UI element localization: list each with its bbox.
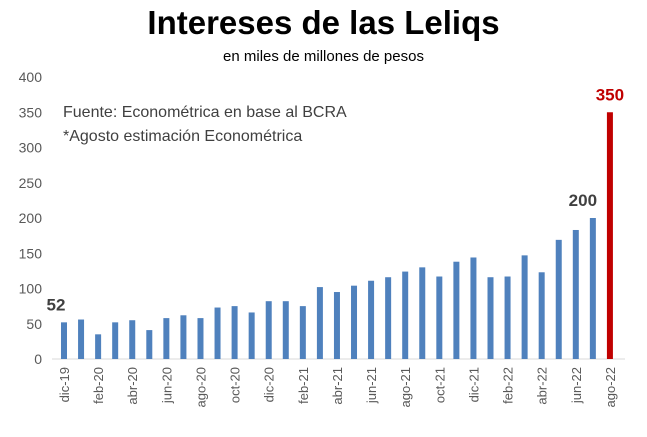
chart-title: Intereses de las Leliqs [147, 4, 500, 41]
data-label: 350 [596, 85, 624, 104]
data-label: 52 [47, 295, 66, 314]
x-tick-label: abr-20 [125, 367, 140, 405]
x-tick-label: abr-21 [330, 367, 345, 405]
y-tick-label: 400 [19, 69, 43, 85]
x-tick-label: ago-20 [193, 367, 208, 407]
chart-subtitle: en miles de millones de pesos [223, 48, 424, 65]
y-tick-label: 250 [19, 175, 43, 191]
x-tick-label: feb-22 [501, 367, 516, 404]
x-tick-label: oct-20 [228, 367, 243, 403]
bar [402, 271, 409, 359]
bar [487, 277, 494, 359]
y-tick-label: 300 [19, 140, 43, 156]
bar [95, 334, 102, 359]
y-tick-label: 200 [19, 210, 43, 226]
bar [470, 257, 477, 359]
x-tick-label: dic-21 [466, 367, 481, 402]
x-tick-label: dic-19 [57, 367, 72, 402]
bar [299, 306, 306, 359]
data-label: 200 [569, 191, 597, 210]
estimate-note: *Agosto estimación Econométrica [63, 128, 303, 145]
bar [146, 330, 153, 359]
bar [521, 255, 528, 359]
bar [555, 239, 562, 359]
bar [112, 322, 119, 359]
x-tick-label: ago-21 [398, 367, 413, 407]
x-tick-label: jun-20 [159, 367, 174, 404]
bar [231, 306, 238, 359]
bar [78, 319, 85, 359]
bar [504, 276, 511, 359]
x-tick-label: oct-21 [432, 367, 447, 403]
bar [419, 267, 426, 359]
bar [282, 301, 289, 359]
bar [316, 287, 323, 359]
bar [163, 318, 170, 359]
bar [572, 229, 579, 359]
bar [197, 318, 204, 359]
bar [333, 292, 340, 359]
x-tick-label: feb-21 [296, 367, 311, 404]
bar [265, 301, 272, 359]
x-tick-label: abr-22 [535, 367, 550, 405]
bar [351, 285, 358, 359]
x-tick-label: ago-22 [603, 367, 618, 407]
bar [453, 261, 460, 359]
bar [248, 312, 255, 359]
y-tick-label: 350 [19, 104, 43, 120]
x-tick-label: jun-22 [569, 367, 584, 404]
source-note: Fuente: Econométrica en base al BCRA [63, 104, 347, 121]
x-tick-label: dic-20 [262, 367, 277, 402]
y-tick-label: 150 [19, 245, 43, 261]
bar [61, 322, 67, 359]
bar [385, 277, 392, 359]
bar [589, 218, 596, 359]
bar [214, 307, 221, 359]
bar [606, 112, 613, 359]
x-tick-label: feb-20 [91, 367, 106, 404]
bar [180, 315, 187, 359]
x-tick-label: jun-21 [364, 367, 379, 404]
bar [368, 280, 375, 359]
bar [129, 320, 136, 359]
y-tick-label: 100 [19, 281, 43, 297]
bar [538, 272, 545, 359]
bar [436, 276, 443, 359]
y-tick-label: 0 [34, 351, 42, 367]
y-tick-label: 50 [26, 316, 42, 332]
